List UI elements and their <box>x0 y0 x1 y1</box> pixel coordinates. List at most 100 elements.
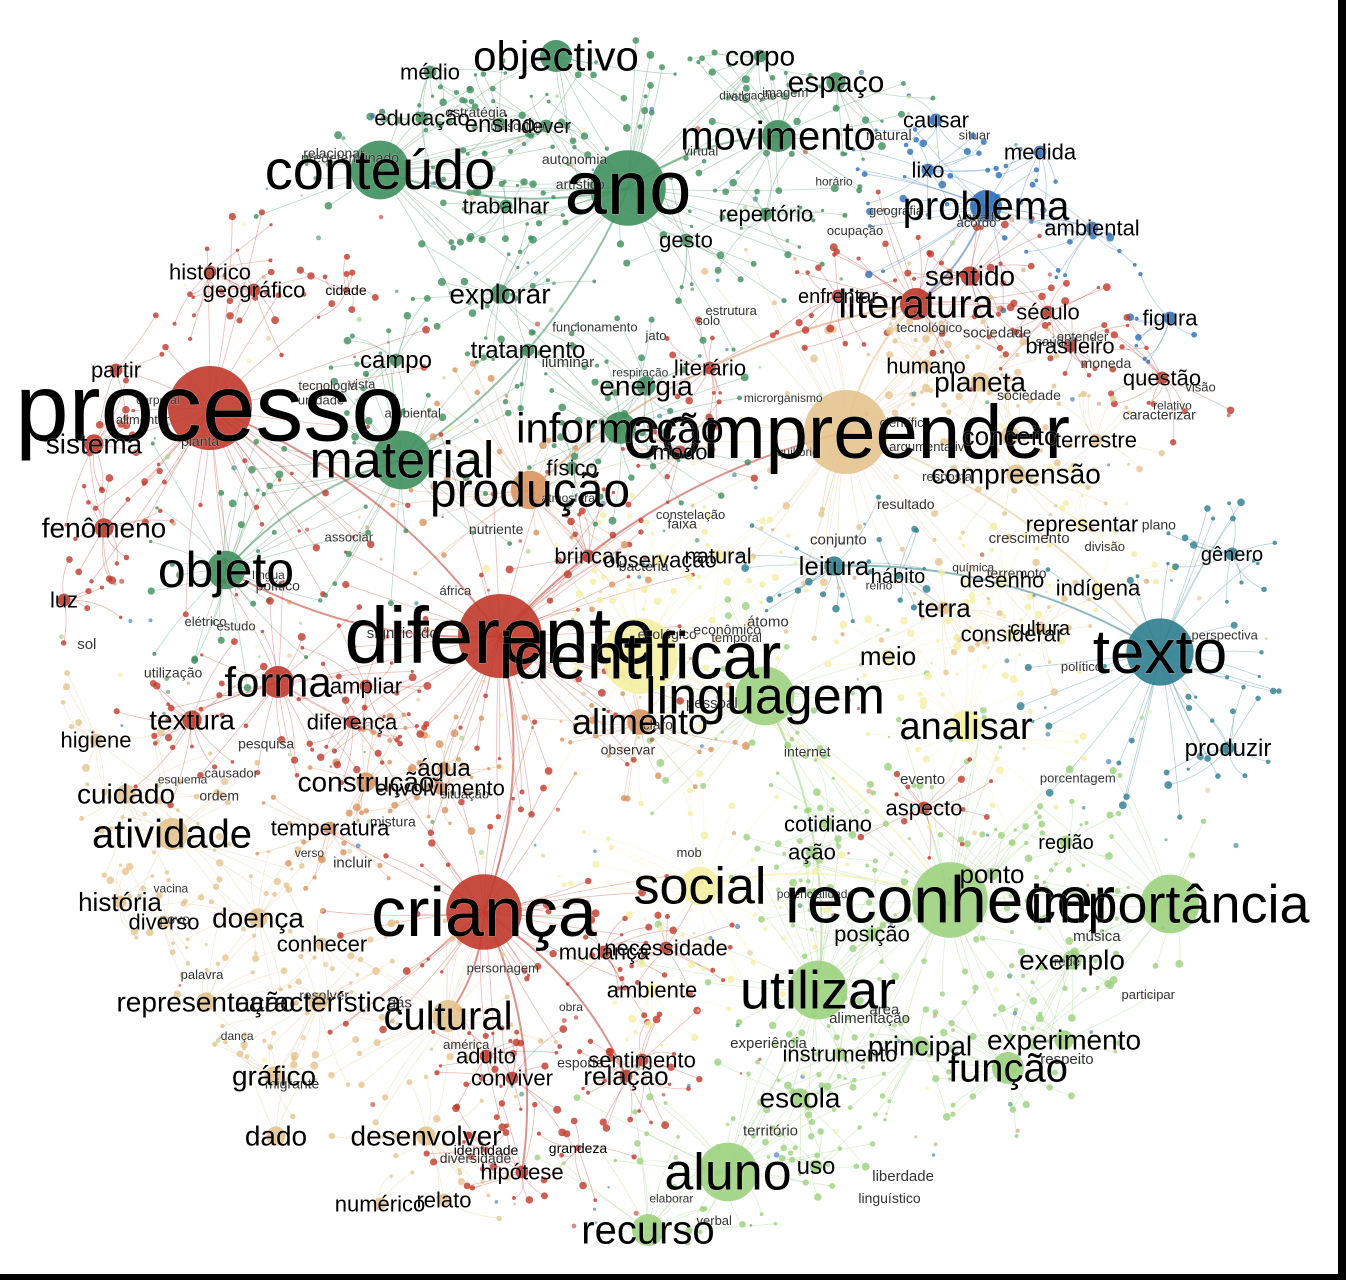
minor-node <box>1230 621 1238 629</box>
minor-node <box>953 633 961 642</box>
minor-node <box>993 165 999 172</box>
minor-node <box>664 873 670 879</box>
minor-node <box>725 1122 730 1127</box>
minor-node <box>570 1117 578 1125</box>
minor-node <box>304 1010 310 1016</box>
minor-node <box>438 1064 443 1068</box>
small-word-label: causador <box>204 766 258 781</box>
minor-node <box>742 96 749 104</box>
minor-node <box>915 234 921 241</box>
minor-node <box>737 276 744 283</box>
minor-node <box>118 863 123 867</box>
minor-node <box>986 646 990 650</box>
minor-node <box>459 735 465 741</box>
minor-node <box>1092 958 1098 964</box>
word-label-dever: dever <box>521 116 571 138</box>
minor-node <box>525 222 529 226</box>
word-label-sentido: sentido <box>925 261 1015 292</box>
minor-node <box>166 689 171 694</box>
minor-node <box>1070 396 1075 402</box>
word-label-uso: uso <box>797 1153 836 1180</box>
minor-node <box>696 1009 700 1012</box>
minor-node <box>573 1015 579 1020</box>
minor-node <box>434 400 440 407</box>
minor-node <box>349 990 354 995</box>
minor-node <box>280 967 288 975</box>
minor-node <box>147 587 155 595</box>
word-label-conceito: conceito <box>962 421 1059 451</box>
network-edge <box>331 1135 427 1141</box>
minor-node <box>963 599 970 606</box>
small-word-label: incluir <box>333 855 372 872</box>
minor-node <box>659 1042 664 1047</box>
minor-node <box>448 291 453 295</box>
minor-node <box>1058 505 1066 512</box>
minor-node <box>967 757 973 762</box>
minor-node <box>816 1072 822 1078</box>
minor-node <box>498 712 504 718</box>
minor-node <box>969 597 976 604</box>
minor-node <box>1086 373 1092 378</box>
minor-node <box>808 1118 816 1126</box>
minor-node <box>633 1029 638 1035</box>
minor-node <box>795 270 800 275</box>
minor-node <box>1181 534 1189 542</box>
minor-node <box>198 502 203 508</box>
minor-node <box>1181 408 1188 415</box>
minor-node <box>1210 516 1216 521</box>
small-word-label: divisão <box>1085 539 1125 554</box>
minor-node <box>528 810 535 818</box>
minor-node <box>712 635 721 644</box>
minor-node <box>303 154 311 162</box>
minor-node <box>467 827 476 835</box>
minor-node <box>737 395 742 401</box>
minor-node <box>490 491 496 497</box>
minor-node <box>545 278 550 283</box>
minor-node <box>573 1094 581 1102</box>
minor-node <box>1109 365 1117 373</box>
minor-node <box>801 326 810 334</box>
minor-node <box>975 344 981 350</box>
word-label-posicao: posição <box>834 921 910 946</box>
minor-node <box>270 794 276 800</box>
minor-node <box>575 675 583 683</box>
minor-node <box>305 162 309 166</box>
minor-node <box>1009 962 1015 969</box>
minor-node <box>931 1153 936 1157</box>
minor-node <box>1257 674 1261 679</box>
minor-node <box>697 713 705 720</box>
minor-node <box>1050 688 1059 696</box>
minor-node <box>402 967 411 975</box>
minor-node <box>932 1013 938 1019</box>
minor-node <box>679 285 684 290</box>
minor-node <box>1021 434 1028 441</box>
minor-node <box>837 1146 843 1151</box>
word-label-genero: gênero <box>1201 544 1263 566</box>
minor-node <box>108 826 114 832</box>
minor-node <box>1226 406 1235 415</box>
minor-node <box>606 709 610 714</box>
minor-node <box>592 279 597 284</box>
minor-node <box>850 619 855 624</box>
network-edge <box>815 759 829 825</box>
minor-node <box>416 697 421 702</box>
minor-node <box>363 808 370 814</box>
minor-node <box>810 707 818 714</box>
minor-node <box>856 256 861 261</box>
minor-node <box>1136 465 1143 473</box>
minor-node <box>540 784 547 792</box>
minor-node <box>1054 503 1058 508</box>
minor-node <box>1186 767 1190 771</box>
minor-node <box>987 600 992 606</box>
minor-node <box>801 1071 808 1077</box>
minor-node <box>986 334 992 340</box>
minor-node <box>545 908 552 915</box>
minor-node <box>700 831 709 840</box>
word-label-diferenca: diferença <box>307 709 398 734</box>
minor-node <box>253 951 258 955</box>
minor-node <box>379 364 384 369</box>
network-edge <box>545 125 590 185</box>
minor-node <box>285 579 290 584</box>
minor-node <box>940 349 945 354</box>
minor-node <box>1038 292 1046 301</box>
